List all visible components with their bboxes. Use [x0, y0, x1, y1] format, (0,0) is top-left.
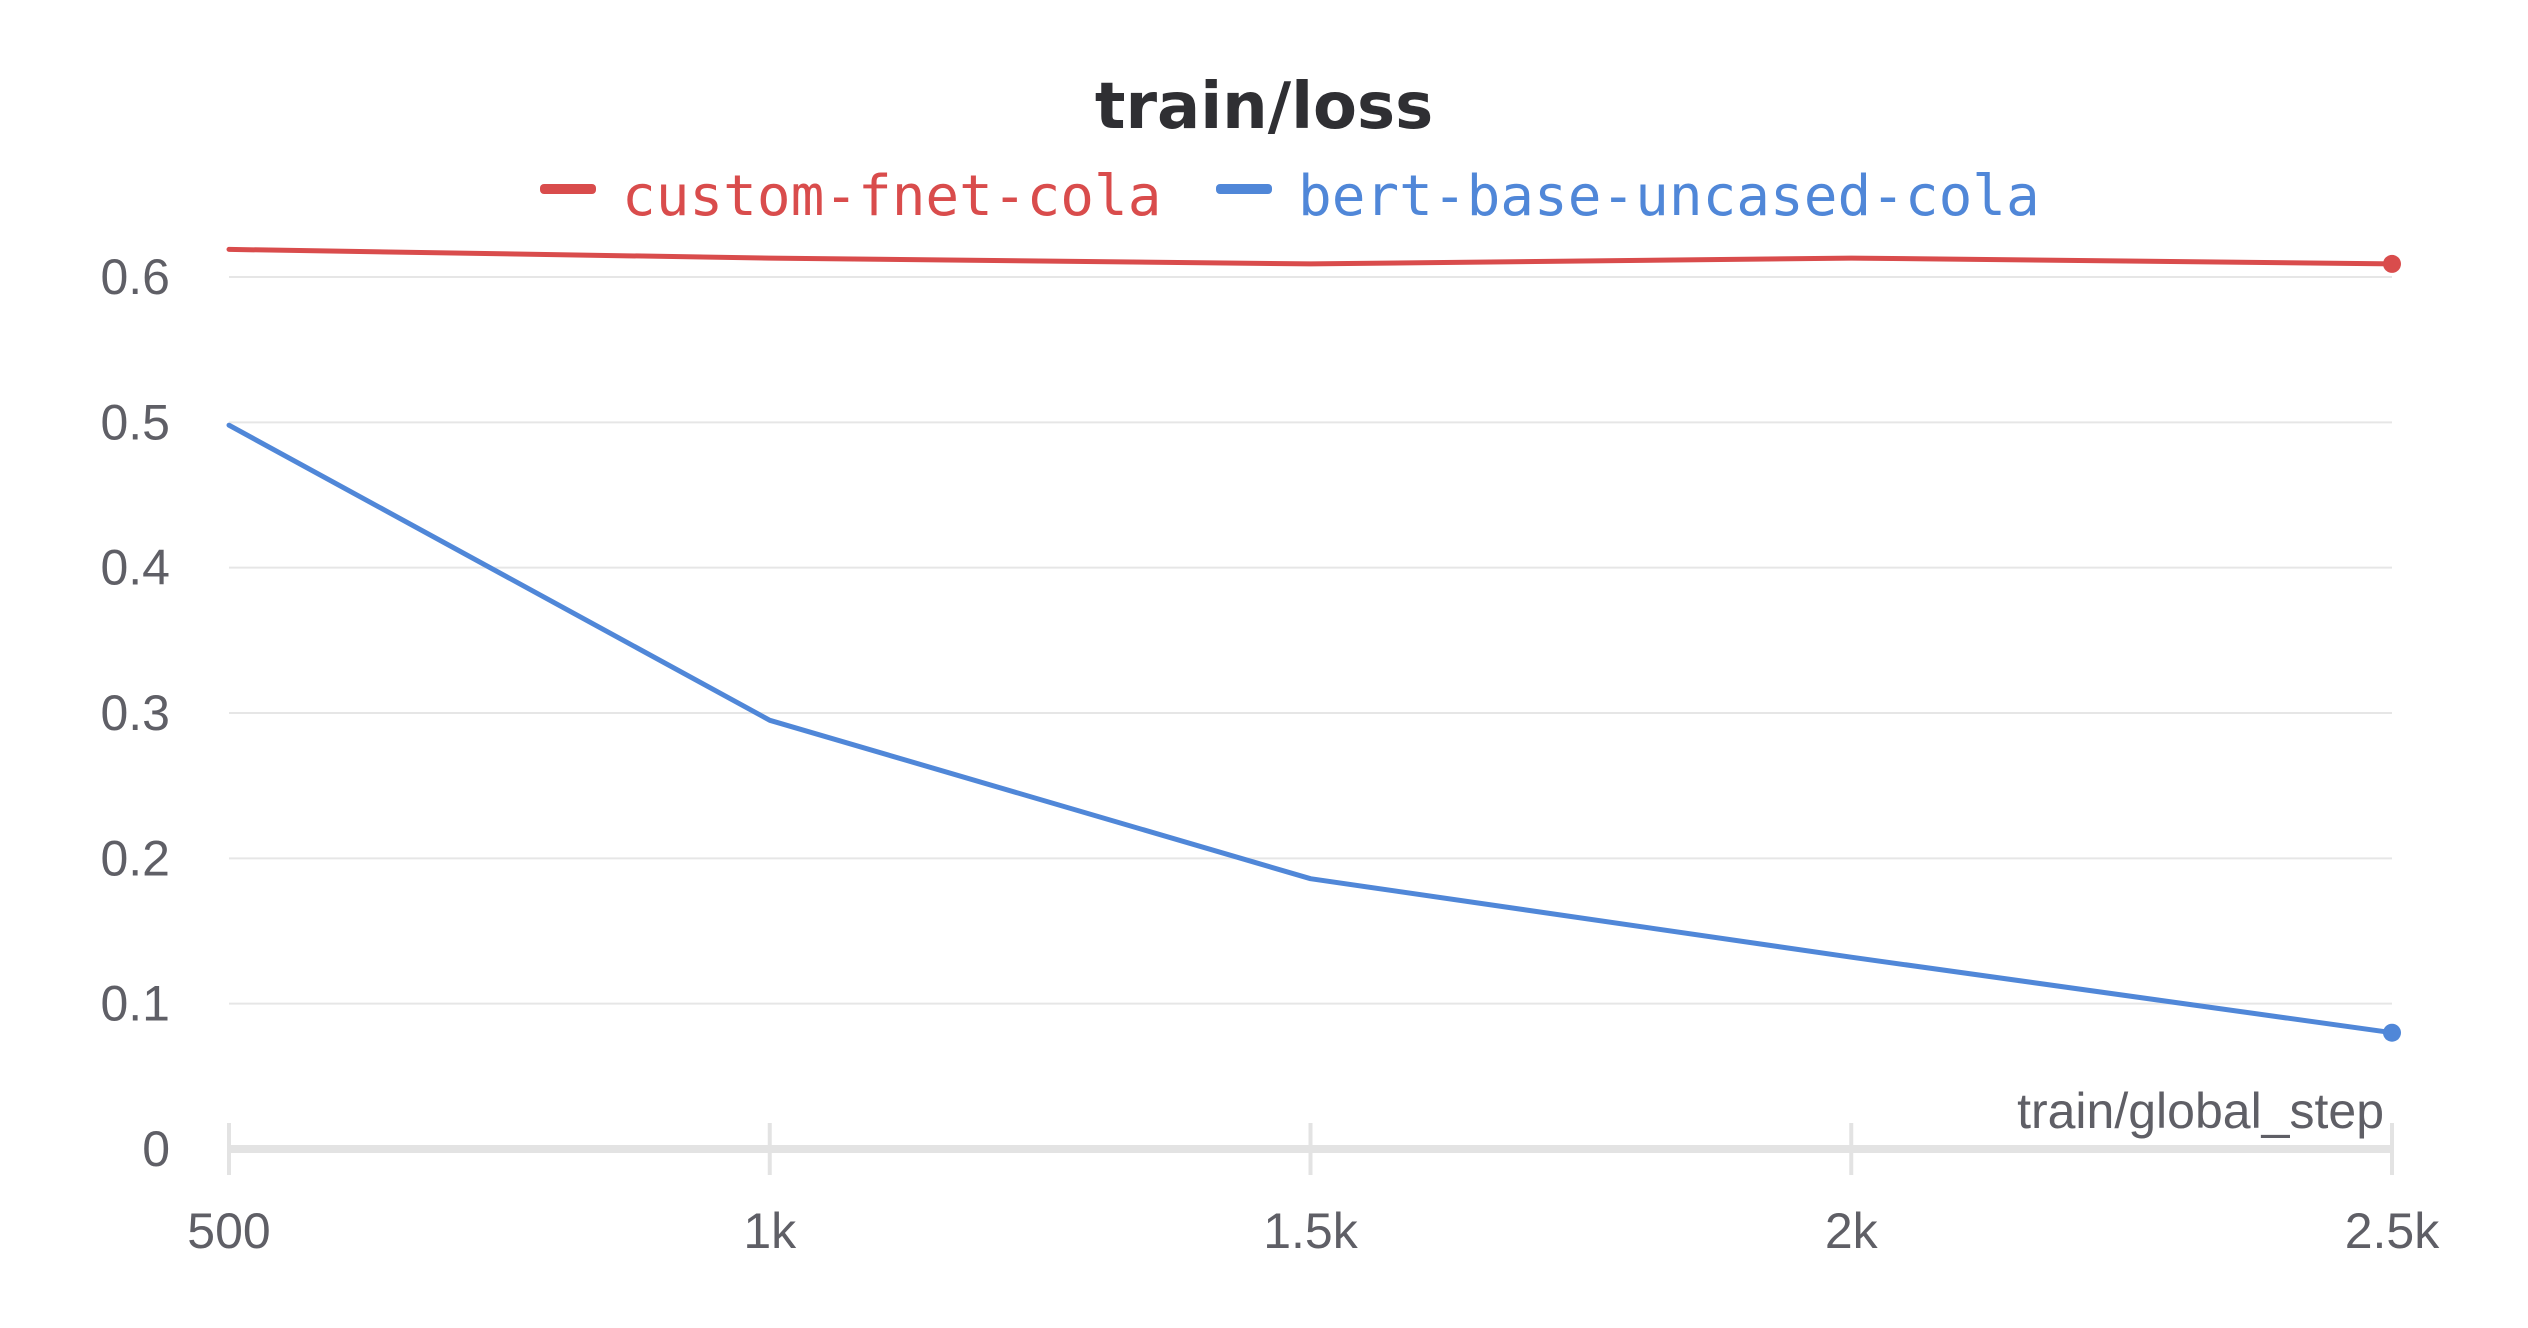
series-line-custom-fnet-cola[interactable] [226, 246, 2395, 267]
legend-label-custom-fnet-cola: custom-fnet-cola [622, 164, 1161, 229]
legend-label-bert-base-uncased-cola: bert-base-uncased-cola [1298, 164, 2040, 229]
legend-item-custom-fnet-cola[interactable]: custom-fnet-cola [540, 164, 1161, 229]
legend-swatch-bert-base-uncased-cola [1216, 184, 1272, 194]
series-end-point-custom-fnet-cola[interactable] [2383, 254, 2401, 273]
y-tick-label: 0.1 [100, 976, 170, 1032]
legend-swatch-custom-fnet-cola [540, 184, 596, 194]
y-tick-label: 0.4 [100, 540, 170, 596]
legend: custom-fnet-cola bert-base-uncased-cola [540, 164, 2040, 229]
y-axis: 0 0.1 0.2 0.3 0.4 0.5 0.6 [100, 249, 170, 1177]
x-tick-label: 1.5k [1263, 1203, 1359, 1259]
x-tick-label: 500 [187, 1203, 270, 1259]
x-tick-label: 2.5k [2345, 1203, 2441, 1259]
y-tick-label: 0.6 [100, 249, 170, 305]
grid [229, 276, 2392, 1005]
x-tick-label: 2k [1825, 1203, 1879, 1259]
y-tick-label: 0 [142, 1121, 170, 1177]
x-tick-label: 1k [743, 1203, 797, 1259]
y-tick-label: 0.5 [100, 394, 170, 450]
y-tick-label: 0.3 [100, 685, 170, 741]
legend-item-bert-base-uncased-cola[interactable]: bert-base-uncased-cola [1216, 164, 2040, 229]
x-axis: 500 1k 1.5k 2k 2.5k [187, 1123, 2440, 1259]
series-group [226, 246, 2401, 1042]
series-line-bert-base-uncased-cola[interactable] [226, 422, 2395, 1036]
chart-title: train/loss [1095, 70, 1433, 144]
series-end-point-bert-base-uncased-cola[interactable] [2383, 1023, 2401, 1042]
y-tick-label: 0.2 [100, 830, 170, 886]
x-axis-title: train/global_step [2017, 1083, 2384, 1139]
